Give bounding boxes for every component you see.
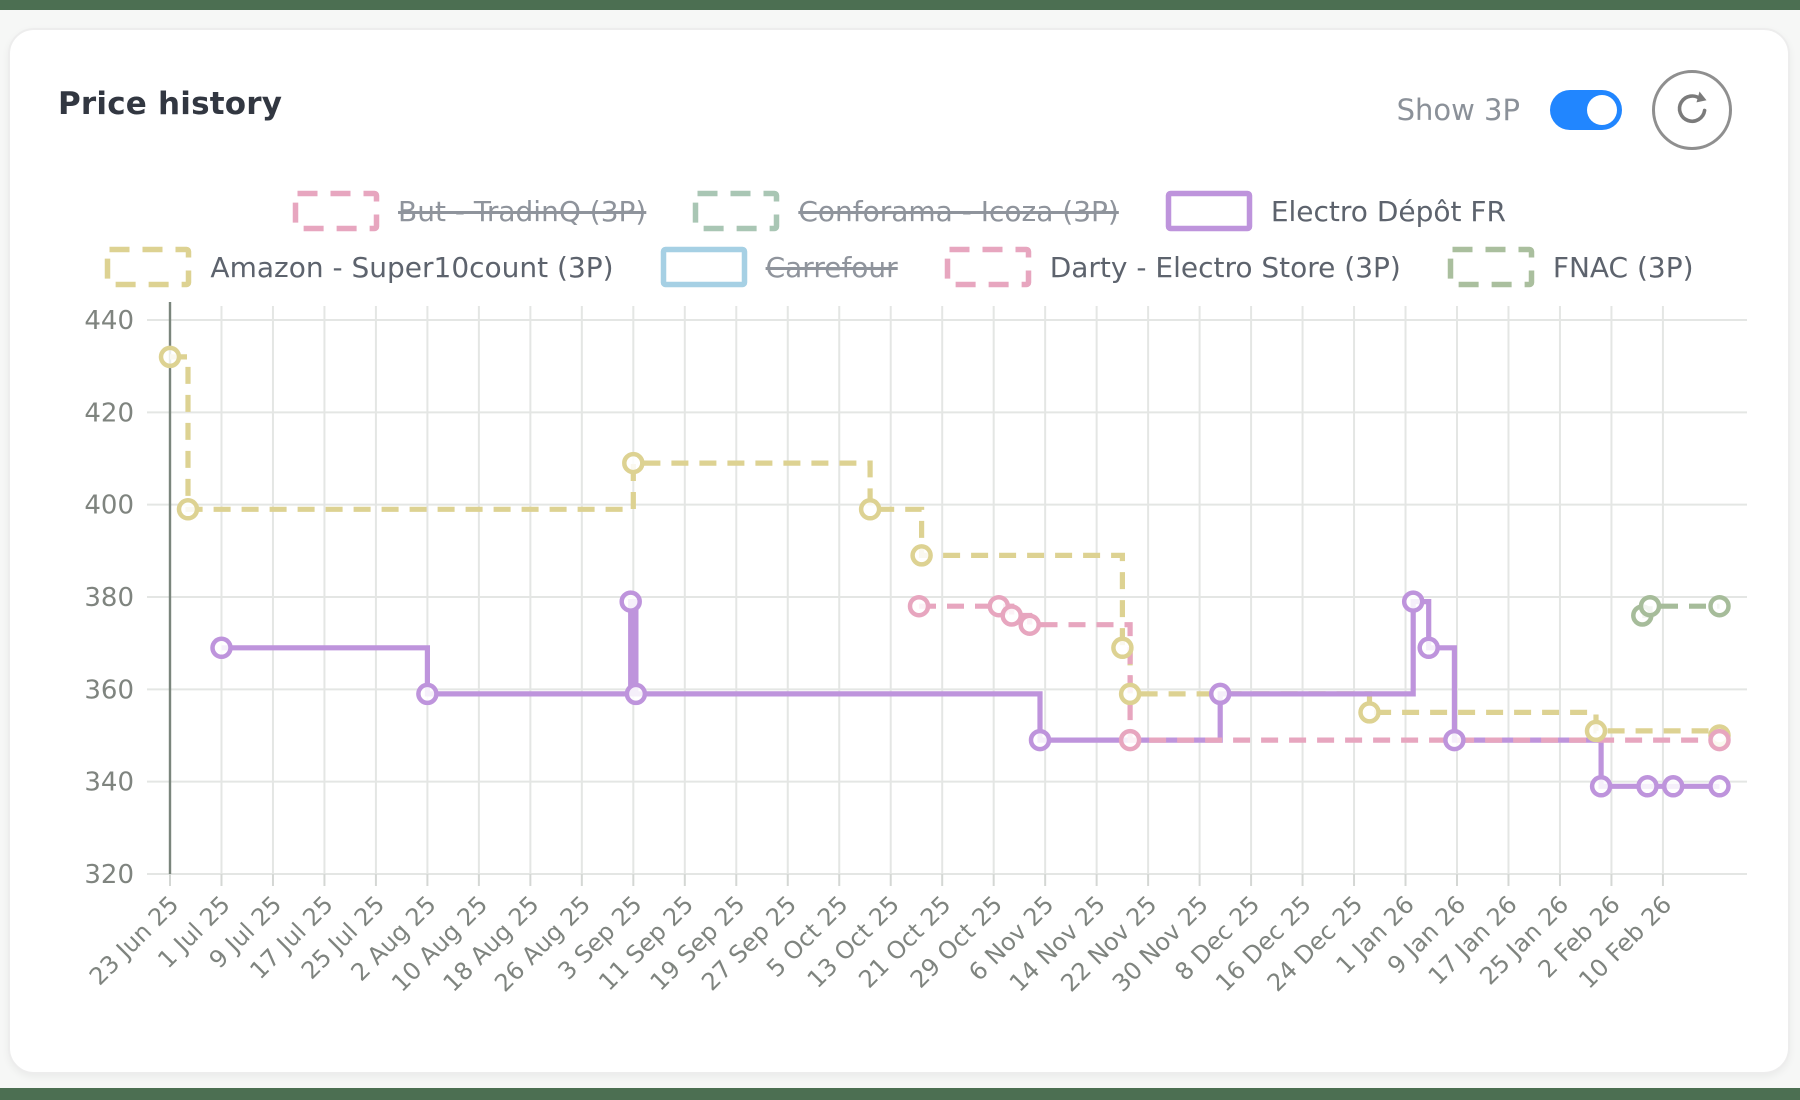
legend-row-2: Amazon - Super10count (3P) Carrefour Darty… [104,246,1694,288]
data-point [1018,613,1041,636]
data-point [622,451,645,475]
legend: But - TradinQ (3P) Conforama - Icoza (3P)… [10,190,1788,288]
data-point [1584,719,1608,743]
legend-item-5[interactable]: Darty - Electro Store (3P) [944,246,1401,288]
page-title: Price history [58,86,283,122]
legend-item-4[interactable]: Carrefour [660,246,898,288]
svg-text:420: 420 [84,398,134,428]
data-point [1118,682,1142,706]
svg-text:400: 400 [84,491,134,521]
legend-label: FNAC (3P) [1552,250,1694,284]
legend-label: Electro Dépôt FR [1270,194,1506,228]
legend-swatch [944,246,1031,288]
markers-FNAC (3P) [1631,594,1731,627]
data-point [1636,775,1659,798]
refresh-icon [1677,91,1707,124]
data-point [1000,604,1023,627]
legend-swatch [1447,246,1535,288]
data-point [1708,594,1731,618]
data-point [416,682,439,706]
data-point [1118,728,1142,752]
header-controls: Show 3P [1397,70,1732,150]
top-green-strip [0,0,1800,10]
series-Electro Dépôt FR [221,599,1720,789]
legend-label: But - TradinQ (3P) [398,194,647,228]
refresh-button[interactable] [1652,70,1732,150]
data-point [1417,636,1440,660]
legend-item-1[interactable]: Conforama - Icoza (3P) [692,190,1119,232]
legend-label: Conforama - Icoza (3P) [798,194,1119,228]
data-point [1111,636,1134,660]
data-point [210,636,233,660]
data-point [1708,775,1731,798]
price-history-card: Price history Show 3P But - TradinQ (3P)… [8,28,1790,1074]
svg-text:380: 380 [84,583,134,613]
data-point [1589,775,1613,798]
legend-item-3[interactable]: Amazon - Super10count (3P) [104,246,614,288]
legend-swatch [693,190,780,232]
svg-text:440: 440 [84,306,134,336]
markers-Amazon - Super10count (3P) [158,345,1731,747]
show-3p-label: Show 3P [1396,93,1520,127]
data-point [176,498,200,521]
legend-label: Carrefour [765,250,898,284]
chart-area: 440 420 400 380 360 340 320 23 Jun 25 1 Jul 25 9 … [10,292,1792,1052]
svg-text:360: 360 [84,675,134,705]
data-point [1443,728,1466,752]
legend-swatch [292,190,380,232]
markers-Darty - Electro Store (3P) [907,594,1731,752]
legend-label: Amazon - Super10count (3P) [210,250,614,284]
legend-row-1: But - TradinQ (3P) Conforama - Icoza (3P)… [292,190,1506,232]
toggle-knob [1587,95,1617,125]
show-3p-toggle[interactable] [1550,90,1622,130]
data-point [619,590,642,613]
data-point [1661,775,1685,798]
bottom-green-strip [0,1088,1800,1100]
legend-swatch [105,246,192,288]
series-Amazon - Super10count (3P) [170,354,1723,736]
data-point [907,594,931,618]
data-point [1638,594,1662,618]
data-point [1401,590,1425,613]
svg-text:340: 340 [84,768,134,798]
legend-label: Darty - Electro Store (3P) [1049,250,1401,284]
data-point [1358,701,1381,724]
svg-text:320: 320 [84,860,134,890]
data-point [624,682,648,706]
legend-item-2[interactable]: Electro Dépôt FR [1165,190,1506,232]
data-point [1028,728,1052,752]
data-point [158,345,182,369]
data-point [1708,728,1731,752]
legend-item-6[interactable]: FNAC (3P) [1447,246,1694,288]
legend-swatch [1165,190,1253,232]
legend-item-0[interactable]: But - TradinQ (3P) [292,190,646,232]
data-point [1208,682,1232,706]
legend-swatch [660,246,747,288]
data-point [858,498,882,521]
data-point [910,544,933,567]
markers-Electro Dépôt FR [210,590,1731,798]
